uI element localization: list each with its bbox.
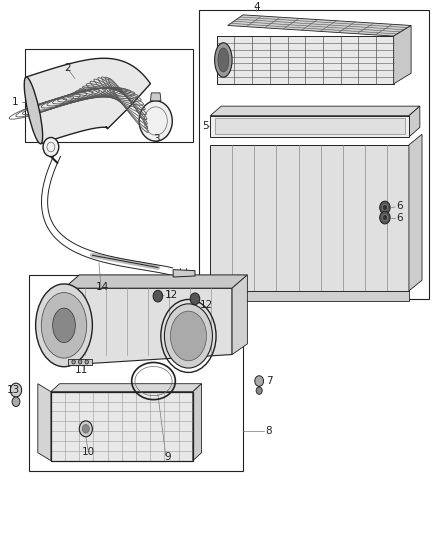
Ellipse shape [218, 48, 229, 72]
Polygon shape [232, 275, 247, 354]
Text: 9: 9 [164, 452, 171, 462]
Ellipse shape [35, 284, 92, 367]
Circle shape [72, 360, 75, 364]
Polygon shape [51, 384, 201, 392]
Text: 10: 10 [81, 447, 95, 457]
Circle shape [380, 201, 390, 214]
Polygon shape [210, 116, 409, 137]
Circle shape [85, 360, 88, 364]
Circle shape [79, 421, 92, 437]
Polygon shape [210, 106, 420, 116]
Text: 2: 2 [64, 63, 71, 73]
Circle shape [153, 290, 162, 302]
Polygon shape [228, 15, 411, 36]
Polygon shape [38, 384, 51, 461]
Circle shape [382, 204, 388, 211]
Circle shape [139, 101, 172, 141]
Bar [25, 50, 193, 142]
Polygon shape [215, 118, 405, 134]
Circle shape [82, 425, 89, 433]
Polygon shape [409, 134, 422, 291]
Polygon shape [217, 36, 394, 84]
Circle shape [43, 138, 59, 157]
Ellipse shape [41, 293, 87, 358]
Polygon shape [210, 291, 409, 302]
Text: 11: 11 [75, 366, 88, 375]
Text: 12: 12 [199, 300, 212, 310]
Polygon shape [193, 384, 201, 461]
Circle shape [256, 387, 262, 394]
Text: 14: 14 [96, 282, 109, 292]
Text: 12: 12 [164, 289, 178, 300]
Ellipse shape [24, 77, 42, 144]
Text: 4: 4 [254, 2, 261, 12]
Ellipse shape [164, 304, 212, 368]
Text: 1: 1 [12, 98, 18, 108]
Text: 7: 7 [266, 376, 272, 386]
Polygon shape [150, 93, 161, 101]
Circle shape [11, 383, 21, 397]
Circle shape [382, 214, 388, 221]
Polygon shape [64, 275, 247, 288]
Circle shape [255, 376, 264, 386]
Ellipse shape [53, 308, 75, 343]
Circle shape [190, 293, 200, 305]
Text: 3: 3 [153, 133, 160, 143]
Ellipse shape [215, 43, 232, 77]
Polygon shape [173, 270, 195, 277]
Circle shape [380, 211, 390, 224]
Circle shape [12, 397, 20, 407]
Text: 8: 8 [266, 426, 272, 437]
Text: 5: 5 [202, 122, 209, 131]
Polygon shape [68, 359, 92, 365]
Polygon shape [394, 26, 411, 84]
Bar [199, 10, 428, 299]
Polygon shape [409, 106, 420, 137]
Polygon shape [26, 58, 151, 144]
Text: 13: 13 [7, 385, 21, 395]
Text: 6: 6 [396, 213, 403, 223]
Bar [29, 275, 243, 471]
Ellipse shape [170, 311, 206, 361]
Polygon shape [210, 145, 409, 291]
Circle shape [78, 360, 82, 364]
Text: 6: 6 [396, 201, 403, 212]
Polygon shape [51, 392, 193, 461]
Polygon shape [64, 288, 232, 365]
